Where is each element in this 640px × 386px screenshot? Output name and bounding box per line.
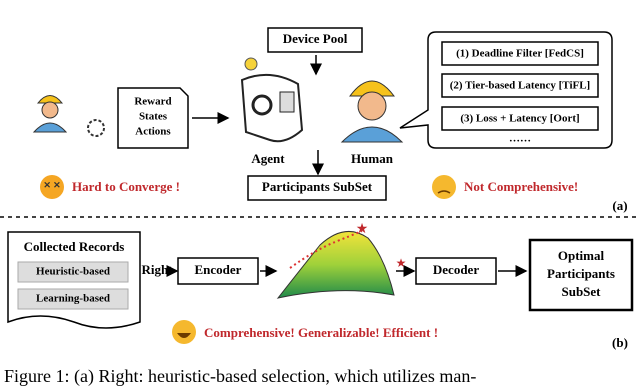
problem-left: Hard to Converge !	[72, 179, 180, 194]
state-text: Reward	[134, 96, 171, 108]
emoji-mouth	[177, 333, 191, 338]
record-box	[17, 261, 129, 283]
latent-surface	[276, 230, 395, 299]
method-box	[441, 73, 599, 98]
body	[340, 126, 404, 143]
gear	[251, 94, 273, 116]
face	[357, 91, 387, 121]
panel-label: (a)	[612, 198, 627, 213]
method-box	[441, 41, 599, 66]
face-plate	[279, 91, 295, 113]
record-box	[17, 288, 129, 310]
happy-emoji	[172, 320, 196, 344]
record: Learning-based	[36, 293, 110, 305]
hat	[36, 95, 64, 104]
star: ★	[396, 256, 407, 270]
right-label: Right	[141, 262, 173, 277]
state-text: States	[139, 111, 168, 123]
output-box	[528, 238, 634, 312]
method: (3) Loss + Latency [Oort]	[460, 113, 579, 125]
records-title: Collected Records	[24, 239, 125, 254]
bulb	[244, 57, 258, 71]
human-label: Human	[351, 151, 394, 166]
decoder-box	[415, 257, 497, 285]
output: SubSet	[561, 284, 601, 299]
optimum-star: ★	[356, 222, 369, 237]
benefit: Comprehensive! Generalizable! Efficient …	[204, 325, 438, 340]
output: Participants	[547, 266, 615, 281]
dizzy-emoji: ✕ ✕	[40, 175, 64, 199]
encoder: Encoder	[195, 262, 242, 277]
gear	[87, 119, 105, 137]
problem-right: Not Comprehensive!	[464, 179, 578, 194]
face	[41, 101, 59, 119]
state-text: Actions	[135, 126, 171, 138]
caption: Figure 1: (a) Right: heuristic-based sel…	[4, 366, 476, 386]
state-box	[117, 87, 189, 149]
ellipsis: ……	[509, 133, 531, 145]
emoji-face	[40, 175, 64, 199]
subset-box	[247, 175, 387, 201]
record: Heuristic-based	[36, 266, 110, 278]
emoji-mouth	[437, 190, 451, 194]
sad-emoji	[432, 175, 456, 199]
method: (1) Deadline Filter [FedCS]	[456, 48, 584, 60]
agent-icon	[240, 57, 304, 143]
hat	[349, 80, 395, 97]
decoder: Decoder	[433, 262, 479, 277]
output: Optimal	[558, 248, 605, 263]
human-icon	[340, 80, 404, 143]
device-pool: Device Pool	[283, 31, 348, 46]
worker-icon	[32, 95, 68, 133]
panel-label: (b)	[612, 335, 628, 350]
body	[32, 122, 68, 133]
subset-label: Participants SubSet	[262, 179, 373, 194]
method: (2) Tier-based Latency [TiFL]	[450, 80, 590, 92]
agent-label: Agent	[251, 151, 285, 166]
encoder-box	[177, 257, 259, 285]
device-pool-box	[267, 27, 363, 53]
emoji-face	[172, 320, 196, 344]
emoji-face	[432, 175, 456, 199]
method-box	[441, 106, 599, 131]
emoji-eyes: ✕ ✕	[43, 180, 60, 190]
